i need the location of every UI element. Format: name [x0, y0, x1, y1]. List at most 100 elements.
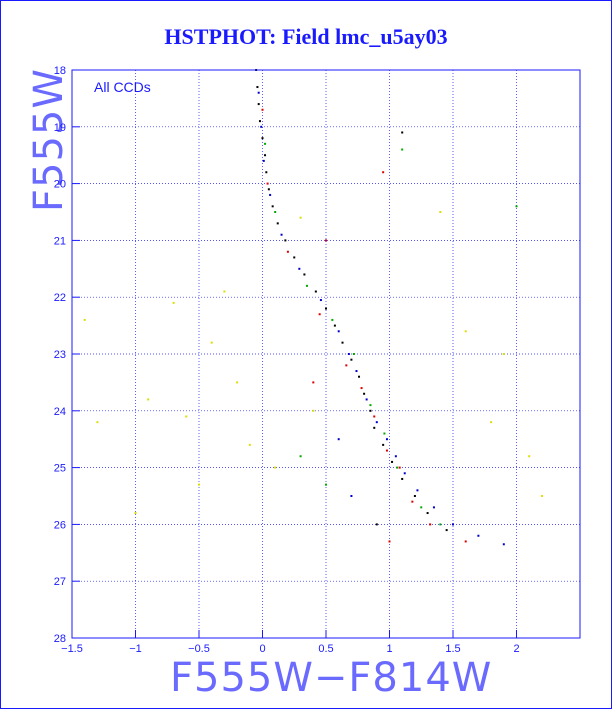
data-point: [373, 426, 376, 429]
data-point: [264, 154, 267, 157]
data-points: [83, 69, 543, 546]
data-point: [401, 477, 404, 480]
data-point: [373, 415, 376, 418]
data-point: [540, 495, 543, 497]
data-point: [337, 438, 340, 441]
data-point: [502, 543, 505, 546]
data-point: [394, 455, 397, 458]
data-point: [319, 299, 322, 302]
data-point: [280, 233, 283, 236]
data-point: [271, 205, 274, 208]
data-point: [426, 512, 429, 515]
data-point: [383, 432, 386, 435]
data-point: [318, 313, 321, 316]
data-point: [401, 131, 404, 134]
data-point: [369, 404, 372, 407]
data-point: [264, 142, 267, 145]
x-tick-label: 1.5: [445, 643, 460, 655]
data-point: [416, 489, 419, 492]
data-point: [477, 534, 480, 537]
data-point: [411, 500, 414, 503]
data-point: [256, 86, 259, 89]
x-tick-label: 0.5: [318, 643, 333, 655]
data-point: [432, 506, 435, 509]
chart-title: HSTPHOT: Field lmc_u5ay03: [164, 24, 448, 49]
data-point: [325, 307, 327, 310]
y-tick-label: 23: [54, 349, 66, 361]
data-point: [464, 540, 467, 543]
data-point: [185, 415, 188, 418]
data-point: [350, 358, 353, 361]
y-tick-label: 20: [54, 179, 66, 191]
data-point: [365, 398, 368, 401]
data-point: [515, 205, 518, 208]
data-point: [261, 137, 264, 140]
data-point: [260, 125, 263, 128]
data-point: [83, 318, 86, 321]
data-point: [347, 353, 350, 355]
y-tick-label: 26: [54, 519, 66, 531]
data-point: [210, 341, 213, 344]
data-point: [312, 381, 315, 384]
data-point: [396, 466, 399, 469]
data-point: [413, 495, 416, 497]
data-point: [236, 381, 239, 384]
data-point: [293, 256, 296, 259]
data-point: [314, 290, 317, 293]
y-tick-label: 21: [54, 235, 66, 247]
data-point: [274, 466, 277, 469]
data-point: [299, 216, 302, 219]
data-point: [403, 472, 406, 475]
data-point: [257, 103, 260, 106]
data-point: [369, 409, 372, 412]
data-point: [262, 159, 265, 162]
data-point: [286, 250, 289, 253]
data-point: [298, 267, 301, 270]
x-axis-label: F555W−F814W: [170, 655, 493, 701]
data-point: [360, 387, 363, 390]
data-point: [355, 370, 358, 373]
data-point: [439, 211, 442, 213]
data-point: [223, 290, 226, 293]
y-tick-label: 28: [54, 633, 66, 645]
data-point: [452, 523, 454, 526]
data-point: [502, 353, 505, 355]
data-point: [398, 466, 401, 469]
data-point: [382, 443, 385, 446]
x-tick-label: 0: [259, 643, 265, 655]
data-point: [134, 512, 137, 515]
data-point: [261, 108, 264, 111]
data-point: [337, 330, 340, 333]
data-point: [385, 438, 388, 441]
data-point: [464, 330, 467, 333]
data-point: [382, 171, 385, 174]
data-point: [276, 222, 279, 225]
data-point: [420, 506, 423, 509]
data-point: [267, 188, 270, 191]
data-point: [345, 364, 348, 367]
data-point: [439, 523, 442, 526]
y-tick-label: 25: [54, 463, 66, 475]
data-point: [401, 148, 404, 151]
data-point: [284, 239, 287, 242]
x-tick-label: −1: [129, 643, 142, 655]
y-tick-label: 22: [54, 292, 66, 304]
all-ccds-annotation: All CCDs: [94, 79, 151, 95]
data-point: [299, 455, 302, 458]
data-point: [147, 398, 150, 401]
data-point: [312, 409, 315, 412]
data-point: [269, 193, 272, 196]
x-tick-label: −1.5: [61, 643, 83, 655]
data-point: [385, 449, 388, 452]
data-point: [265, 171, 268, 174]
data-point: [363, 392, 366, 395]
x-tick-label: 1: [386, 643, 392, 655]
data-point: [325, 483, 327, 486]
y-tick-label: 24: [54, 406, 66, 418]
data-point: [258, 120, 261, 123]
data-point: [341, 341, 344, 344]
data-point: [305, 284, 308, 287]
data-point: [333, 324, 336, 327]
x-tick-label: 2: [513, 643, 519, 655]
